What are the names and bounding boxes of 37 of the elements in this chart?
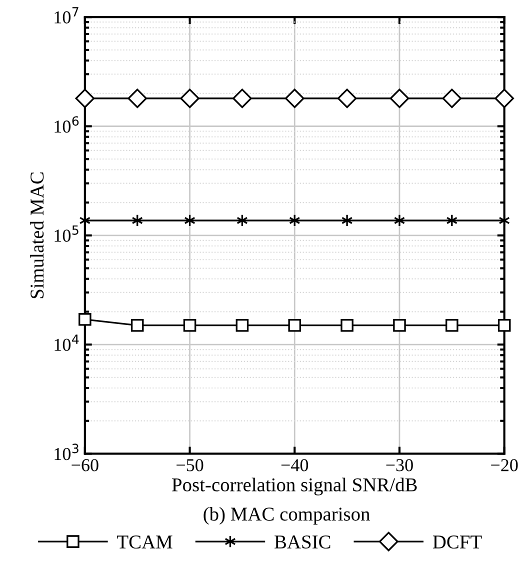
text: (b) MAC comparison — [204, 507, 370, 525]
point — [78, 313, 92, 326]
point — [79, 214, 91, 227]
point — [130, 318, 144, 332]
point — [284, 88, 304, 108]
point — [288, 318, 302, 332]
point — [180, 88, 200, 108]
point — [236, 318, 249, 332]
point — [232, 88, 252, 108]
point — [494, 88, 514, 108]
point — [183, 318, 196, 332]
y-tick-label: 10$^{6}$ — [54, 116, 79, 133]
y-tick-label: 10$^{4}$ — [54, 334, 79, 351]
point — [340, 318, 354, 332]
point — [341, 214, 353, 227]
point — [498, 318, 511, 332]
point — [446, 318, 458, 332]
legend-label: DCFT — [432, 535, 482, 549]
x-tick-label: −60 — [72, 459, 98, 472]
y-tick-label: 10$^{7}$ — [54, 7, 78, 24]
y-tick-label: 10$^{5}$ — [54, 225, 78, 242]
x-tick-label: −50 — [176, 459, 204, 472]
point — [394, 214, 406, 227]
y-tick-label: 10$^{3}$ — [54, 444, 78, 460]
point — [442, 88, 462, 108]
x-tick-label: −20 — [491, 459, 518, 472]
legend-label: BASIC — [274, 535, 330, 549]
point — [337, 88, 357, 108]
x-tick-label: −30 — [386, 459, 413, 472]
y-axis-title: Simulated MAC — [30, 172, 44, 298]
point — [390, 88, 410, 108]
x-axis-title: Post-correlation signal SNR/dB — [172, 478, 417, 496]
point — [128, 88, 148, 108]
point — [393, 318, 406, 332]
legend-label: TCAM — [117, 535, 172, 549]
x-tick-label: −40 — [281, 459, 308, 472]
point — [75, 88, 95, 108]
